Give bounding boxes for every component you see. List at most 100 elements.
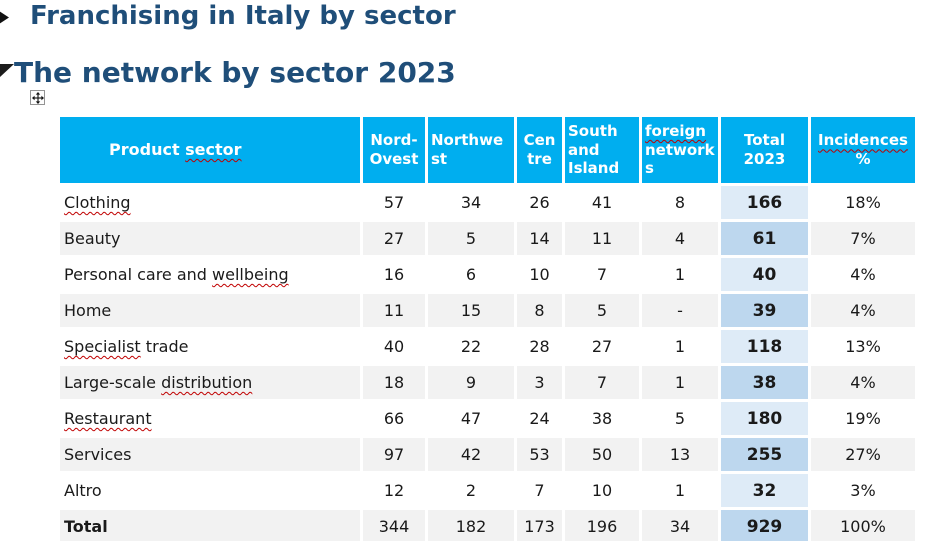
franchising-sector-table: Product sector Nord-Ovest Northwest Centre S… xyxy=(57,114,918,541)
table-row-beauty: Beauty 27 5 14 11 4 61 7% xyxy=(60,222,915,255)
cell-clothing-total-2023: 166 xyxy=(721,186,808,219)
cell-restaurant-incidence: 19% xyxy=(811,402,915,435)
cell-services-foreign-networks: 13 xyxy=(642,438,718,471)
cell-personal-care-and-wellbeing-northwest: 6 xyxy=(428,258,514,291)
heading-collapse-icon[interactable] xyxy=(0,9,10,26)
text: Personal care and xyxy=(64,265,213,284)
cell-personal-care-and-wellbeing-incidence: 4% xyxy=(811,258,915,291)
column-header-incidences-pct: Incidences % xyxy=(811,117,915,183)
cell-large-scale-distribution-south-and-island: 7 xyxy=(565,366,639,399)
cell-personal-care-and-wellbeing-total-2023: 40 xyxy=(721,258,808,291)
page-title: Franchising in Italy by sector xyxy=(30,1,456,31)
cell-total-centre: 173 xyxy=(517,510,562,541)
cell-large-scale-distribution-incidence: 4% xyxy=(811,366,915,399)
text: Large-scale xyxy=(64,373,162,392)
cell-services-total-2023: 255 xyxy=(721,438,808,471)
column-header-northwest: Northwest xyxy=(428,117,514,183)
table-row-personal-care-and-wellbeing: Personal care and wellbeing 16 6 10 7 1 40 4% xyxy=(60,258,915,291)
triangle-expanded-icon xyxy=(0,64,14,77)
cell-large-scale-distribution-nord-ovest: 18 xyxy=(363,366,425,399)
cell-specialist-trade-total-2023: 118 xyxy=(721,330,808,363)
table-row-home: Home 11 15 8 5-39 4% xyxy=(60,294,915,327)
table-row-services: Services 97 42 53 50 13 255 27% xyxy=(60,438,915,471)
cell-total-incidence: 100% xyxy=(811,510,915,541)
cell-personal-care-and-wellbeing-foreign-networks: 1 xyxy=(642,258,718,291)
text: Home xyxy=(64,301,112,320)
misspelled-text: Incidences xyxy=(818,131,908,150)
cell-clothing-nord-ovest: 57 xyxy=(363,186,425,219)
cell-restaurant-south-and-island: 38 xyxy=(565,402,639,435)
column-header-foreign-networks: foreign networks xyxy=(642,117,718,183)
misspelled-text: foreign xyxy=(645,121,706,140)
text: Product xyxy=(109,140,186,159)
cell-beauty-centre: 14 xyxy=(517,222,562,255)
text: Altro xyxy=(64,481,102,500)
cell-services-nord-ovest: 97 xyxy=(363,438,425,471)
cell-clothing-northwest: 34 xyxy=(428,186,514,219)
table-move-handle-icon[interactable] xyxy=(30,90,45,105)
cell-beauty-sector: Beauty xyxy=(60,222,360,255)
text: Beauty xyxy=(64,229,121,248)
cell-beauty-total-2023: 61 xyxy=(721,222,808,255)
cell-services-sector: Services xyxy=(60,438,360,471)
column-header-south-and-island: South and Island xyxy=(565,117,639,183)
cell-home-total-2023: 39 xyxy=(721,294,808,327)
cell-clothing-centre: 26 xyxy=(517,186,562,219)
text: Centre xyxy=(523,131,556,168)
cell-beauty-foreign-networks: 4 xyxy=(642,222,718,255)
column-header-nord-ovest: Nord-Ovest xyxy=(363,117,425,183)
cell-home-sector: Home xyxy=(60,294,360,327)
cell-clothing-south-and-island: 41 xyxy=(565,186,639,219)
cell-total-nord-ovest: 344 xyxy=(363,510,425,541)
cell-specialist-trade-nord-ovest: 40 xyxy=(363,330,425,363)
cell-clothing-foreign-networks: 8 xyxy=(642,186,718,219)
subheading-collapse-icon[interactable] xyxy=(0,62,14,77)
text: Services xyxy=(64,445,132,464)
cell-large-scale-distribution-foreign-networks: 1 xyxy=(642,366,718,399)
table-row-altro: Altro 12 2 7 10 1 32 3% xyxy=(60,474,915,507)
cell-altro-centre: 7 xyxy=(517,474,562,507)
table-header-row: Product sector Nord-Ovest Northwest Centre S… xyxy=(60,117,915,183)
column-header-product-sector: Product sector xyxy=(60,117,360,183)
cell-specialist-trade-sector: Specialist trade xyxy=(60,330,360,363)
cell-restaurant-northwest: 47 xyxy=(428,402,514,435)
text: trade xyxy=(140,337,189,356)
cell-restaurant-sector: Restaurant xyxy=(60,402,360,435)
cell-home-centre: 8 xyxy=(517,294,562,327)
text: networks xyxy=(645,140,715,178)
cell-large-scale-distribution-sector: Large-scale distribution xyxy=(60,366,360,399)
cell-clothing-sector: Clothing xyxy=(60,186,360,219)
cell-large-scale-distribution-centre: 3 xyxy=(517,366,562,399)
cell-large-scale-distribution-total-2023: 38 xyxy=(721,366,808,399)
column-header-total-2023: Total 2023 xyxy=(721,117,808,183)
table-row-restaurant: Restaurant 66 47 24 38 5 180 19% xyxy=(60,402,915,435)
text: Nord-Ovest xyxy=(369,131,419,168)
cell-total-sector: Total xyxy=(60,510,360,541)
cell-restaurant-total-2023: 180 xyxy=(721,402,808,435)
text: Total xyxy=(64,517,108,536)
cell-home-incidence: 4% xyxy=(811,294,915,327)
cell-altro-northwest: 2 xyxy=(428,474,514,507)
cell-personal-care-and-wellbeing-sector: Personal care and wellbeing xyxy=(60,258,360,291)
cell-services-south-and-island: 50 xyxy=(565,438,639,471)
cell-home-foreign-networks: - xyxy=(642,294,718,327)
cell-altro-sector: Altro xyxy=(60,474,360,507)
cell-personal-care-and-wellbeing-nord-ovest: 16 xyxy=(363,258,425,291)
table-row-specialist-trade: Specialist trade 40 22 28 27 1 118 13% xyxy=(60,330,915,363)
misspelled-text: Specialist xyxy=(64,337,141,356)
triangle-right-icon xyxy=(0,11,9,24)
cell-specialist-trade-northwest: 22 xyxy=(428,330,514,363)
cell-home-northwest: 15 xyxy=(428,294,514,327)
cell-restaurant-nord-ovest: 66 xyxy=(363,402,425,435)
cell-services-centre: 53 xyxy=(517,438,562,471)
cell-beauty-south-and-island: 11 xyxy=(565,222,639,255)
cell-specialist-trade-south-and-island: 27 xyxy=(565,330,639,363)
cell-beauty-nord-ovest: 27 xyxy=(363,222,425,255)
text: Northwest xyxy=(431,131,504,168)
table-row-clothing: Clothing 57 34 26 41 8 166 18% xyxy=(60,186,915,219)
cell-personal-care-and-wellbeing-centre: 10 xyxy=(517,258,562,291)
misspelled-text: Restaurant xyxy=(64,409,152,428)
cell-restaurant-foreign-networks: 5 xyxy=(642,402,718,435)
table-row-large-scale-distribution: Large-scale distribution 18 9 3 7 1 38 4% xyxy=(60,366,915,399)
